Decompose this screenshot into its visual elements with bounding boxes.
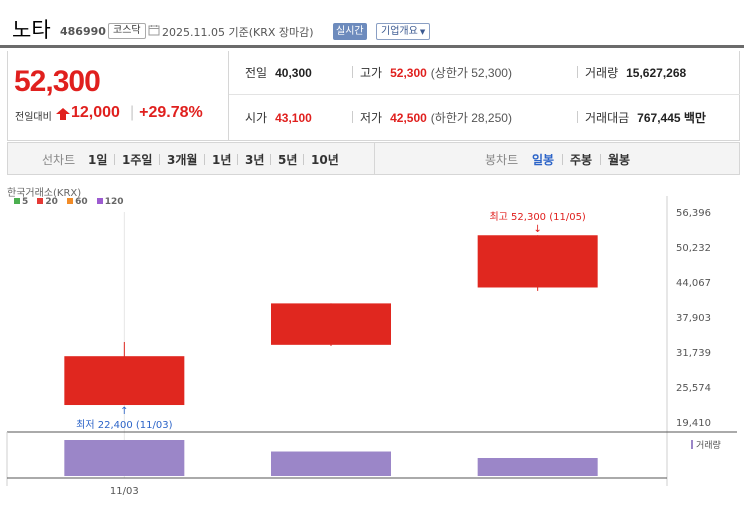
- quote-grid: 전일 40,300 고가 52,300 (상한가 52,300) 거래량 15,627,…: [229, 51, 740, 140]
- market-badge: 코스닥: [108, 23, 146, 39]
- quote-panel: 52,300 전일대비 12,000 +29.78% 전일 40,300 고가 52…: [7, 51, 740, 141]
- open-label: 시가: [245, 111, 268, 125]
- high-marker-arrow: ↓: [533, 224, 541, 235]
- tab-divider: [114, 154, 115, 165]
- price-summary: 52,300 전일대비 12,000 +29.78%: [8, 51, 229, 140]
- ma-legend: 5 20 60 120: [14, 197, 130, 207]
- volume-legend-swatch: [691, 440, 693, 449]
- company-info-button[interactable]: 기업개요 ▼: [376, 23, 431, 40]
- ma-swatch-120: [96, 198, 103, 204]
- ma-swatch-5: [14, 198, 20, 204]
- volume-bar: [64, 440, 185, 476]
- candle-body: [477, 235, 598, 288]
- amount-label: 거래대금: [585, 111, 630, 125]
- ma-legend-item: 20: [37, 197, 58, 207]
- amount-cell: 거래대금 767,445 백만: [577, 109, 706, 126]
- candle-chart-label: 봉차트: [485, 153, 519, 167]
- company-info-label: 기업개요: [381, 26, 418, 37]
- tab-monthly[interactable]: 월봉: [608, 153, 631, 167]
- date-text: 2025.11.05 기준(KRX 장마감): [162, 26, 314, 39]
- line-chart-label: 선차트: [42, 153, 76, 167]
- price-chart[interactable]: 한국거래소(KRX) 5 20 60 120 56,396 50,232 44,06…: [0, 176, 744, 514]
- low-label: 저가: [360, 111, 383, 125]
- realtime-button[interactable]: 실시간: [333, 23, 367, 40]
- stock-code: 486990: [60, 25, 106, 38]
- tab-divider: [303, 154, 304, 165]
- volume-cell: 거래량 15,627,268: [576, 64, 687, 81]
- tab-divider: [159, 154, 160, 165]
- ma-swatch-60: [67, 198, 74, 204]
- ma-legend-item: 120: [96, 197, 124, 207]
- y-tick-label: 31,739: [676, 348, 711, 359]
- tab-1d[interactable]: 1일: [88, 153, 108, 167]
- tab-5y[interactable]: 5년: [278, 153, 298, 167]
- open-cell: 시가 43,100: [245, 109, 312, 126]
- y-tick-label: 37,903: [676, 313, 711, 324]
- ma-label: 60: [75, 197, 88, 207]
- diff-value: 12,000: [71, 104, 120, 121]
- tab-weekly[interactable]: 주봉: [570, 153, 593, 167]
- y-tick-label: 44,067: [676, 278, 711, 289]
- volume-bar: [271, 451, 391, 476]
- line-chart-tabs: 선차트 1일 1주일 3개월 1년 3년 5년 10년: [8, 143, 375, 174]
- volume-value: 15,627,268: [626, 66, 687, 80]
- upper-limit: (상한가 52,300): [430, 66, 512, 80]
- low-value: 42,500: [390, 111, 427, 125]
- high-marker-label: 최고 52,300 (11/05): [489, 211, 585, 223]
- tab-3m[interactable]: 3개월: [167, 153, 198, 167]
- low-marker-label: 최저 22,400 (11/03): [76, 419, 172, 431]
- ma-label: 5: [22, 197, 29, 207]
- tab-1y[interactable]: 1년: [212, 153, 232, 167]
- ma-label: 20: [45, 197, 58, 207]
- open-value: 43,100: [275, 111, 312, 125]
- prev-close-value: 40,300: [275, 66, 312, 80]
- current-price: 52,300: [14, 65, 101, 98]
- diff-percent-value: +29.78%: [139, 104, 203, 121]
- tab-1w[interactable]: 1주일: [122, 153, 153, 167]
- chart-period-tabs: 선차트 1일 1주일 3개월 1년 3년 5년 10년 봉차트 일봉 주봉 월봉: [7, 142, 740, 175]
- diff-label: 전일대비: [15, 112, 52, 123]
- y-tick-label: 56,396: [676, 208, 711, 219]
- diff-percent: +29.78%: [130, 104, 203, 122]
- tab-divider: [270, 154, 271, 165]
- y-tick-label: 50,232: [676, 243, 711, 254]
- tab-daily[interactable]: 일봉: [532, 153, 555, 167]
- high-value: 52,300: [390, 66, 427, 80]
- quote-row: 전일 40,300 고가 52,300 (상한가 52,300) 거래량 15,627,…: [229, 51, 740, 95]
- prev-close-cell: 전일 40,300: [245, 64, 312, 81]
- ma-swatch-20: [37, 198, 44, 204]
- tab-divider: [237, 154, 238, 165]
- low-marker-arrow: ↑: [120, 406, 128, 417]
- quote-row: 시가 43,100 저가 42,500 (하한가 28,250) 거래대금 767,44…: [229, 96, 740, 140]
- stock-name: 노타: [12, 18, 51, 42]
- volume-label: 거래량: [585, 66, 619, 80]
- up-arrow-icon: [56, 108, 70, 120]
- tab-3y[interactable]: 3년: [245, 153, 265, 167]
- volume-legend-label: 거래량: [696, 439, 721, 451]
- chevron-down-icon: ▼: [419, 28, 426, 36]
- prev-close-label: 전일: [245, 66, 268, 80]
- ma-label: 120: [104, 197, 124, 207]
- high-cell: 고가 52,300 (상한가 52,300): [352, 64, 512, 81]
- high-label: 고가: [360, 66, 383, 80]
- y-tick-label: 19,410: [676, 418, 711, 429]
- tab-divider: [600, 154, 601, 165]
- title-row: 노타 486990 코스닥 2025.11.05 기준(KRX 장마감) 실시간…: [0, 0, 744, 48]
- tab-divider: [204, 154, 205, 165]
- ma-legend-item: 5: [14, 197, 28, 207]
- ma-legend-item: 60: [67, 197, 88, 207]
- volume-bar: [477, 458, 598, 476]
- candlestick-svg[interactable]: 56,396 50,232 44,067 37,903 31,739 25,574 19,4…: [0, 176, 744, 514]
- tab-10y[interactable]: 10년: [311, 153, 339, 167]
- candle-body: [64, 356, 185, 406]
- low-cell: 저가 42,500 (하한가 28,250): [352, 109, 512, 126]
- tab-divider: [562, 154, 563, 165]
- exchange-label: 한국거래소(KRX): [7, 188, 82, 199]
- y-tick-label: 25,574: [676, 383, 711, 394]
- candle-body: [271, 303, 391, 345]
- x-tick-label: 11/03: [110, 486, 139, 497]
- lower-limit: (하한가 28,250): [430, 111, 512, 125]
- calendar-icon: [148, 25, 160, 36]
- amount-value: 767,445 백만: [637, 111, 706, 125]
